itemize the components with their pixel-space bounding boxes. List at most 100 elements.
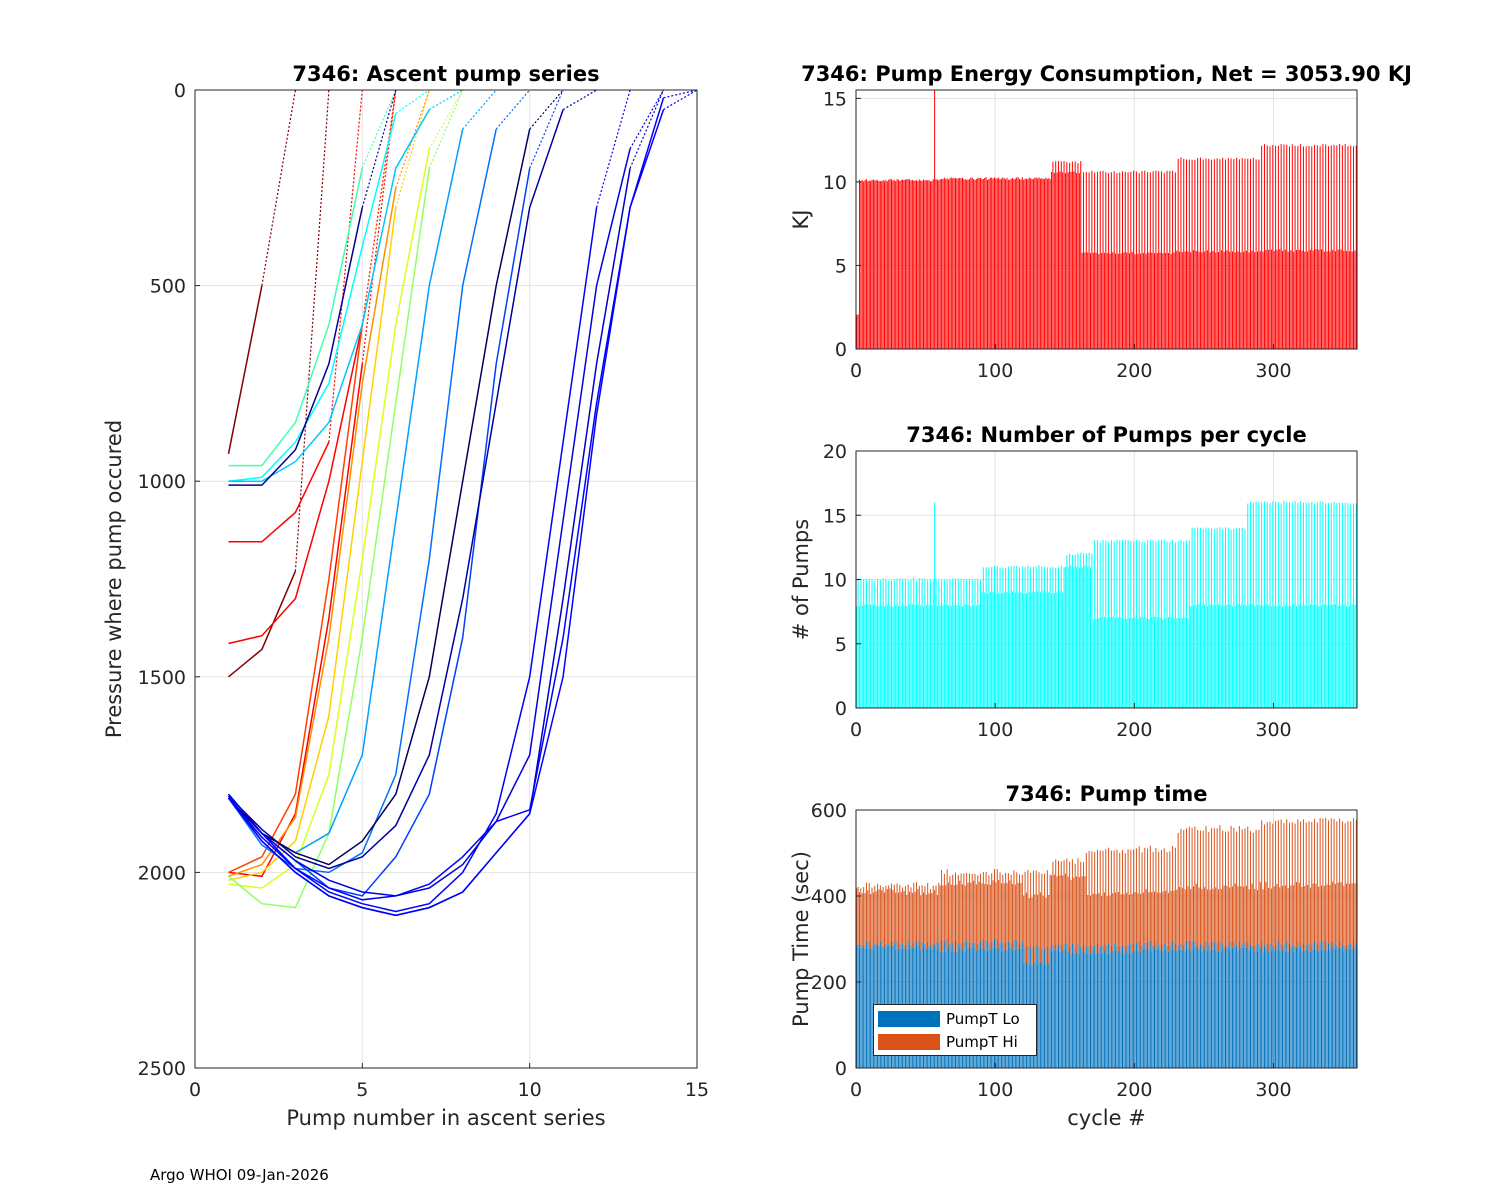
series-line-cycle-002 [227, 285, 263, 454]
x-tick-label: 0 [850, 1079, 862, 1101]
y-tick-label: 15 [823, 88, 847, 110]
series-surface-segment-cycle-003 [328, 90, 363, 443]
y-tick-label: 600 [811, 800, 847, 822]
y-tick-label: 20 [823, 441, 847, 463]
x-tick-label: 15 [685, 1079, 709, 1101]
series-surface-segment-cycle-180 [428, 90, 464, 111]
y-axis-label: Pump Time (sec) [789, 851, 813, 1027]
series-line-cycle-110 [228, 148, 431, 889]
plot-area [856, 90, 1357, 349]
series-line-cycle-300 [227, 109, 564, 870]
series-surface-segment-cycle-002 [261, 90, 296, 286]
x-tick-label: 0 [189, 1079, 201, 1101]
y-tick-label: 10 [823, 172, 847, 194]
y-tick-label: 1000 [138, 471, 186, 493]
series-line-cycle-030 [228, 324, 364, 874]
x-tick-label: 300 [1255, 719, 1291, 741]
series-line-cycle-010 [228, 324, 364, 645]
series-line-cycle-315 [227, 128, 531, 866]
series-line-cycle-180 [228, 109, 430, 482]
y-tick-label: 200 [811, 972, 847, 994]
y-tick-label: 400 [811, 886, 847, 908]
y-tick-label: 0 [174, 80, 186, 102]
series-surface-segment-cycle-110 [428, 90, 464, 149]
series-surface-segment-cycle-200 [462, 90, 497, 130]
y-tick-label: 0 [835, 1058, 847, 1080]
pump-time-plot: 0 100 200 300 0 200 400 600 7346: Pump time cycle… [789, 782, 1358, 1130]
y-tick-label: 0 [835, 698, 847, 720]
y-tick-label: 2500 [138, 1058, 186, 1080]
legend-swatch-hi [878, 1034, 940, 1050]
y-tick-label: 10 [823, 570, 847, 592]
bars [856, 501, 1357, 708]
series-line-cycle-345 [227, 148, 631, 897]
legend-label-hi: PumpT Hi [946, 1033, 1018, 1051]
series-line-cycle-360 [227, 109, 665, 917]
x-axis-label: Pump number in ascent series [286, 1106, 605, 1130]
chart-title: 7346: Pump Energy Consumption, Net = 305… [801, 62, 1412, 86]
series-surface-segment-cycle-060 [395, 90, 430, 188]
series-surface-segment-cycle-030 [361, 90, 397, 325]
axes-frame [194, 89, 698, 1069]
x-tick-label: 100 [977, 719, 1013, 741]
x-tick-label: 300 [1255, 1079, 1291, 1101]
series-surface-segment-cycle-360 [663, 90, 697, 111]
x-tick-label: 5 [356, 1079, 368, 1101]
chart-title: 7346: Number of Pumps per cycle [906, 423, 1306, 447]
y-axis-label: # of Pumps [789, 519, 813, 641]
axes-frame [855, 89, 1358, 350]
x-tick-label: 10 [518, 1079, 542, 1101]
pump-time-legend: PumpT Lo PumpT Hi [873, 1004, 1037, 1056]
y-tick-label: 5 [835, 255, 847, 277]
chart-title: 7346: Pump time [1005, 782, 1207, 806]
y-axis-label: KJ [789, 210, 813, 230]
series-line-cycle-090 [228, 207, 397, 881]
ascent-pump-series-plot: 0 5 10 15 0 500 1000 1500 2000 2500 7346: Ascent p… [102, 62, 709, 1130]
chart-title: 7346: Ascent pump series [292, 62, 599, 86]
footer-caption: Argo WHOI 09-Jan-2026 [150, 1166, 329, 1184]
x-tick-label: 200 [1116, 1079, 1152, 1101]
y-tick-label: 500 [150, 276, 186, 298]
series-line-cycle-001 [228, 570, 297, 678]
x-tick-label: 100 [977, 1079, 1013, 1101]
axes-frame [855, 809, 1358, 1069]
legend-item-pumpt-hi: PumpT Hi [878, 1031, 1018, 1053]
series-lines [227, 90, 697, 917]
series-surface-segment-cycle-090 [395, 90, 430, 208]
series-surface-segment-cycle-330 [663, 90, 697, 99]
x-tick-label: 200 [1116, 719, 1152, 741]
bars [856, 90, 1357, 349]
series-line-cycle-255 [228, 207, 364, 486]
x-tick-label: 100 [977, 360, 1013, 382]
series-line-cycle-003 [228, 441, 330, 543]
y-tick-label: 2000 [138, 862, 186, 884]
pumps-per-cycle-plot: 0 100 200 300 0 5 10 15 20 7346: Number of Pumps … [789, 423, 1358, 741]
legend-label-lo: PumpT Lo [946, 1010, 1020, 1028]
x-tick-label: 0 [850, 719, 862, 741]
series-surface-segment-cycle-001 [294, 90, 330, 572]
legend-swatch-lo [878, 1011, 940, 1027]
series-surface-segment-cycle-165 [395, 90, 430, 114]
series-line-cycle-165 [228, 113, 397, 482]
y-tick-label: 5 [835, 634, 847, 656]
series-surface-segment-cycle-300 [562, 90, 597, 111]
x-tick-label: 200 [1116, 360, 1152, 382]
series-surface-segment-cycle-270 [596, 90, 631, 208]
legend-item-pumpt-lo: PumpT Lo [878, 1008, 1020, 1030]
series-surface-segment-cycle-315 [529, 90, 564, 130]
series-surface-segment-cycle-345 [629, 90, 665, 149]
y-tick-label: 15 [823, 505, 847, 527]
x-tick-label: 300 [1255, 360, 1291, 382]
series-line-cycle-060 [228, 187, 397, 878]
series-line-cycle-220 [227, 128, 497, 874]
series-surface-segment-cycle-220 [495, 90, 531, 130]
y-tick-label: 1500 [138, 667, 186, 689]
series-line-cycle-330 [227, 97, 665, 901]
y-axis-label: Pressure where pump occured [102, 420, 126, 738]
x-tick-label: 0 [850, 360, 862, 382]
series-line-cycle-150 [228, 168, 364, 467]
series-surface-segment-cycle-255 [361, 90, 397, 208]
x-axis-label: cycle # [1067, 1106, 1146, 1130]
